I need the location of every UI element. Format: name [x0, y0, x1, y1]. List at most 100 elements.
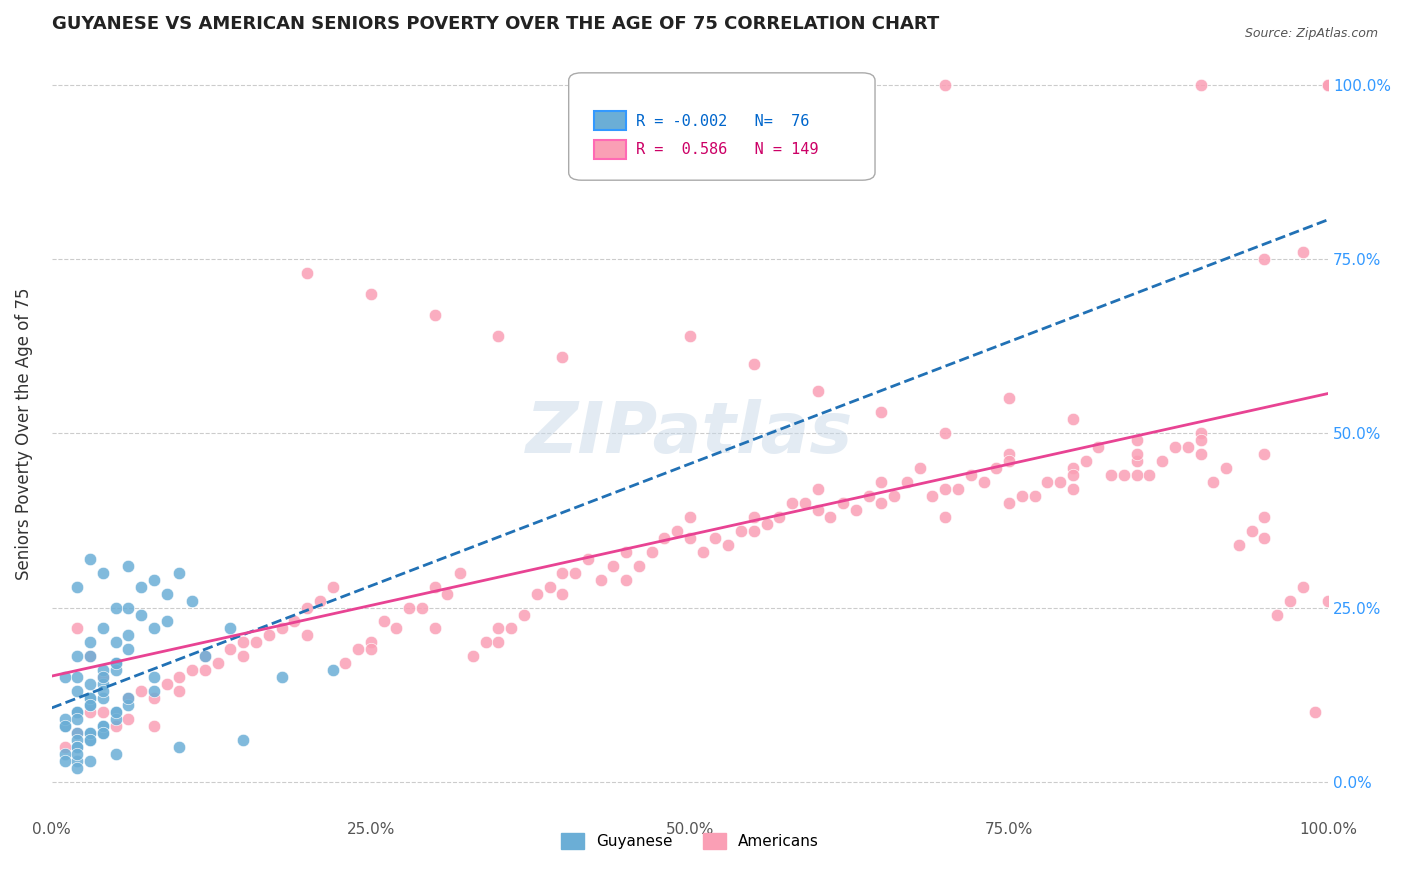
Text: R =  0.586   N = 149: R = 0.586 N = 149: [637, 142, 818, 157]
Point: [576, 551, 599, 566]
Point: [104, 657, 127, 671]
Point: [474, 635, 496, 649]
Point: [104, 635, 127, 649]
Point: [1049, 475, 1071, 489]
Point: [742, 524, 765, 538]
Point: [91, 566, 114, 580]
Point: [360, 635, 382, 649]
Point: [742, 509, 765, 524]
Point: [1062, 482, 1084, 496]
Point: [679, 328, 702, 343]
Point: [385, 622, 408, 636]
Point: [79, 649, 101, 664]
Point: [1317, 78, 1340, 92]
Point: [129, 580, 152, 594]
Bar: [595, 139, 626, 159]
Point: [1253, 509, 1275, 524]
Point: [423, 580, 446, 594]
Point: [934, 426, 956, 441]
Point: [411, 600, 433, 615]
Point: [870, 475, 893, 489]
Point: [53, 719, 76, 733]
Point: [1202, 475, 1225, 489]
Point: [66, 705, 89, 719]
Point: [79, 691, 101, 706]
Point: [117, 628, 139, 642]
Text: GUYANESE VS AMERICAN SENIORS POVERTY OVER THE AGE OF 75 CORRELATION CHART: GUYANESE VS AMERICAN SENIORS POVERTY OVE…: [52, 15, 939, 33]
Point: [91, 622, 114, 636]
Point: [104, 712, 127, 726]
Point: [53, 712, 76, 726]
Point: [257, 628, 280, 642]
Point: [1087, 440, 1109, 454]
Point: [117, 691, 139, 706]
Point: [91, 670, 114, 684]
Point: [53, 754, 76, 768]
Point: [1125, 454, 1147, 468]
Point: [934, 482, 956, 496]
Point: [780, 496, 803, 510]
Point: [1253, 447, 1275, 461]
Point: [308, 593, 330, 607]
Point: [679, 531, 702, 545]
Point: [627, 558, 650, 573]
Point: [1099, 468, 1122, 483]
Point: [194, 663, 217, 677]
Point: [998, 447, 1021, 461]
Point: [1253, 252, 1275, 266]
Point: [245, 635, 267, 649]
Point: [717, 538, 740, 552]
Point: [53, 719, 76, 733]
FancyBboxPatch shape: [568, 73, 875, 180]
Bar: [595, 112, 626, 130]
Point: [91, 719, 114, 733]
Point: [692, 545, 714, 559]
Point: [91, 670, 114, 684]
Point: [1240, 524, 1263, 538]
Point: [1278, 593, 1301, 607]
Point: [232, 649, 254, 664]
Point: [1152, 454, 1174, 468]
Point: [91, 726, 114, 740]
Point: [270, 622, 292, 636]
Point: [117, 712, 139, 726]
Point: [53, 670, 76, 684]
Point: [986, 461, 1008, 475]
Point: [66, 684, 89, 698]
Point: [934, 78, 956, 92]
Point: [53, 747, 76, 761]
Point: [91, 684, 114, 698]
Point: [998, 392, 1021, 406]
Point: [79, 698, 101, 713]
Point: [1291, 245, 1313, 260]
Point: [181, 663, 204, 677]
Point: [896, 475, 918, 489]
Point: [423, 308, 446, 322]
Point: [436, 586, 458, 600]
Point: [117, 698, 139, 713]
Point: [142, 691, 165, 706]
Point: [998, 454, 1021, 468]
Point: [1317, 593, 1340, 607]
Text: ZIPatlas: ZIPatlas: [526, 399, 853, 467]
Point: [654, 531, 676, 545]
Point: [946, 482, 969, 496]
Point: [1139, 468, 1161, 483]
Text: Source: ZipAtlas.com: Source: ZipAtlas.com: [1244, 27, 1378, 40]
Point: [1317, 78, 1340, 92]
Point: [908, 461, 931, 475]
Point: [1253, 531, 1275, 545]
Point: [1062, 468, 1084, 483]
Point: [66, 726, 89, 740]
Point: [614, 573, 637, 587]
Point: [845, 503, 868, 517]
Legend: Guyanese, Americans: Guyanese, Americans: [555, 827, 825, 855]
Point: [79, 733, 101, 747]
Point: [283, 615, 305, 629]
Point: [1125, 468, 1147, 483]
Point: [104, 705, 127, 719]
Point: [142, 670, 165, 684]
Point: [1164, 440, 1187, 454]
Point: [1189, 426, 1212, 441]
Point: [232, 635, 254, 649]
